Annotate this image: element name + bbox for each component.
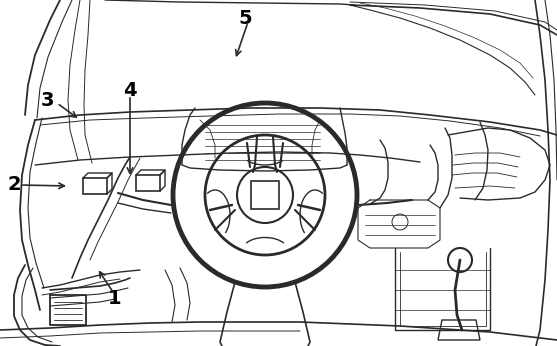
Text: 2: 2 <box>7 175 21 194</box>
Text: 3: 3 <box>40 91 53 109</box>
Text: 4: 4 <box>123 81 137 100</box>
Text: 5: 5 <box>238 9 252 27</box>
Text: 1: 1 <box>108 289 122 308</box>
